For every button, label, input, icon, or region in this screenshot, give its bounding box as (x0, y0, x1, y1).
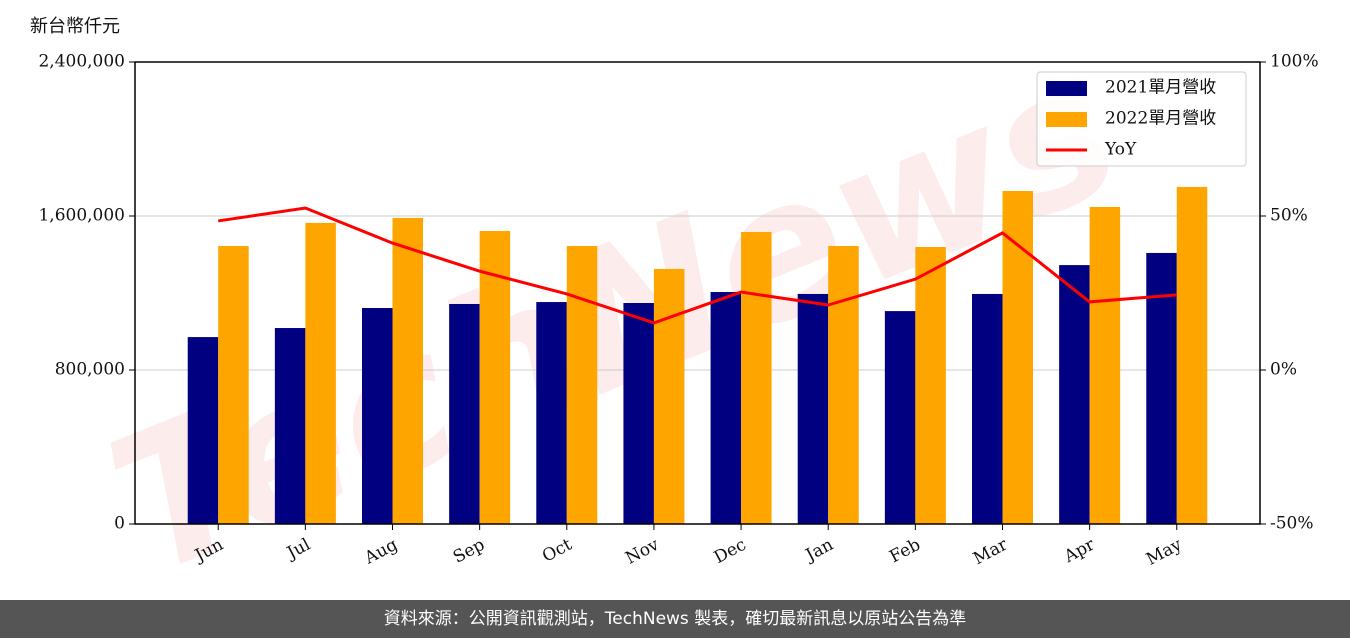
bar (741, 231, 772, 525)
x-tick-label: Sep (450, 535, 488, 568)
y-tick-label: 2,400,000 (38, 52, 125, 72)
bar (971, 293, 1003, 524)
bar (828, 246, 859, 524)
x-tick-label: Jan (801, 535, 837, 567)
bar (1059, 265, 1090, 524)
bar (449, 303, 480, 524)
bar (392, 217, 424, 525)
bar (1002, 190, 1033, 524)
bar (566, 246, 598, 524)
legend-box (1036, 71, 1247, 167)
bar (915, 246, 946, 524)
bar (187, 337, 219, 524)
y-tick-label: 0 (114, 514, 125, 534)
line (217, 206, 1177, 325)
x-tick-label: Apr (1060, 534, 1099, 567)
x-tick-label: Mar (970, 534, 1012, 569)
bar (274, 328, 306, 524)
bar (1176, 186, 1208, 524)
bar (710, 292, 742, 524)
legend-label: YoY (1104, 140, 1137, 160)
bar (305, 222, 336, 524)
bar (1146, 252, 1177, 524)
bar (623, 303, 654, 524)
y2-tick-label: 50% (1270, 206, 1308, 226)
bar (362, 308, 393, 524)
x-tick-label: Dec (711, 535, 750, 568)
y-tick-label: 800,000 (55, 360, 125, 380)
bar (1089, 206, 1121, 524)
bar (536, 302, 567, 524)
legend-swatch (1046, 81, 1087, 96)
x-tick-label: Feb (886, 535, 924, 568)
bar (797, 293, 829, 524)
x-tick-label: Oct (539, 535, 575, 567)
y2-tick-label: 100% (1270, 52, 1319, 72)
legend-label: 2022單月營收 (1105, 109, 1216, 129)
plot-frame (134, 61, 1261, 525)
bar (653, 268, 685, 524)
x-tick-label: Aug (361, 535, 401, 569)
bar (884, 311, 916, 524)
y-axis-label: 新台幣仟元 (30, 16, 120, 37)
chart: 新台幣仟元 TechNews 0800,0001,600,0002,400,00… (30, 16, 1319, 618)
bar (479, 231, 511, 524)
bar (218, 246, 249, 524)
x-tick-label: May (1143, 535, 1186, 570)
y2-tick-label: 0% (1270, 360, 1297, 380)
y-tick-label: 1,600,000 (38, 206, 125, 226)
legend-label: 2021單月營收 (1105, 78, 1216, 98)
legend-swatch (1046, 112, 1087, 127)
y2-tick-label: -50% (1270, 514, 1314, 534)
x-tick-label: Nov (622, 535, 662, 569)
footer: 資料來源：公開資訊觀測站，TechNews 製表，確切最新訊息以原站公告為準 (0, 600, 1350, 638)
